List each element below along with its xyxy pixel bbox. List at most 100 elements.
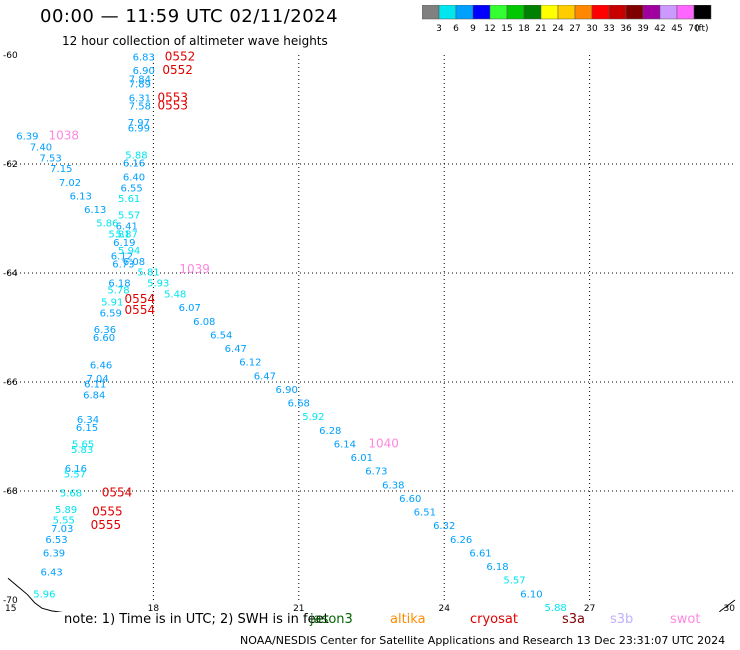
wave-height-value: 6.18 <box>108 279 130 290</box>
wave-height-value: 5.61 <box>118 194 140 205</box>
color-scale-legend: 3 6 9 12 15 18 21 24 27 30 33 36 39 42 45 70(ft) <box>422 5 712 33</box>
wave-height-value: 5.55 <box>53 516 75 527</box>
wave-height-value: 5.87 <box>116 230 138 241</box>
wave-height-value: 6.14 <box>334 439 356 450</box>
y-tick-label: -70 <box>3 596 18 606</box>
wave-height-value: 6.41 <box>116 221 138 232</box>
wave-height-value: 5.78 <box>107 286 129 297</box>
pass-time-label: 1040 <box>368 436 399 450</box>
legend-s3b: s3b <box>610 612 634 627</box>
colorbar-label: 45 <box>671 24 682 33</box>
wave-height-value: 7.03 <box>51 524 73 535</box>
legend-cryosat: cryosat <box>470 612 518 627</box>
wave-height-value: 7.04 <box>87 374 109 385</box>
wave-height-value: 6.19 <box>113 238 135 249</box>
wave-height-value: 6.40 <box>123 172 145 183</box>
pass-time-label: 1038 <box>48 128 79 142</box>
y-tick-label: -64 <box>3 269 18 279</box>
wave-height-value: 6.16 <box>65 464 87 475</box>
wave-height-value: 6.73 <box>365 467 387 478</box>
wave-height-value: 5.92 <box>302 412 324 423</box>
wave-height-value: 6.28 <box>319 426 341 437</box>
wave-height-value: 5.81 <box>137 268 159 279</box>
wave-height-value: 5.57 <box>64 469 86 480</box>
wave-height-value: 6.15 <box>76 423 98 434</box>
wave-height-value: 6.18 <box>486 562 508 573</box>
wave-height-value: 5.86 <box>96 219 118 230</box>
wave-height-value: 6.16 <box>123 159 145 170</box>
colorbar-label: 39 <box>637 24 649 33</box>
wave-height-value: 6.90 <box>133 66 155 77</box>
colorbar-label: 21 <box>535 24 546 33</box>
wave-height-value: 5.88 <box>545 603 567 612</box>
page-title: 00:00 — 11:59 UTC 02/11/2024 <box>40 6 339 27</box>
colorbar-label: 12 <box>484 24 495 33</box>
x-tick-label: 24 <box>438 604 450 612</box>
legend-s3a: s3a <box>562 612 586 627</box>
pass-time-label: 1039 <box>179 262 210 276</box>
wave-height-value: 5.96 <box>33 589 55 600</box>
pass-time-label: 0554 <box>102 485 133 499</box>
wave-height-value: 7.40 <box>30 142 52 153</box>
wave-height-value: 6.60 <box>399 494 421 505</box>
wave-height-value: 6.59 <box>100 309 122 320</box>
pass-time-label: 0553 <box>158 90 189 104</box>
x-tick-label: 30 <box>724 604 736 612</box>
x-tick-label: 15 <box>5 604 16 612</box>
wave-height-value: 5.91 <box>101 298 123 309</box>
wave-height-value: 6.51 <box>414 508 436 519</box>
wave-height-value: 7.97 <box>128 118 150 129</box>
wave-height-value: 6.61 <box>469 548 491 559</box>
colorbar-label: 18 <box>518 24 530 33</box>
wave-height-value: 6.32 <box>433 521 455 532</box>
wave-height-value: 5.94 <box>118 246 140 257</box>
wave-height-value: 5.65 <box>72 439 94 450</box>
pass-time-label: 0555 <box>91 518 122 532</box>
pass-time-label: 0552 <box>165 49 196 63</box>
wave-height-value: 6.90 <box>276 385 298 396</box>
legend-swot: swot <box>670 612 701 627</box>
wave-height-value: 6.12 <box>239 358 261 369</box>
colorbar-label: 6 <box>453 24 459 33</box>
colorbar-swatch <box>693 5 712 20</box>
wave-height-value: 5.57 <box>503 576 525 587</box>
page-subtitle: 12 hour collection of altimeter wave hei… <box>62 34 328 48</box>
wave-height-value: 6.13 <box>84 205 106 216</box>
x-tick-label: 21 <box>293 604 304 612</box>
footnote: note: 1) Time is in UTC; 2) SWH is in fe… <box>64 612 329 627</box>
y-tick-label: -66 <box>3 378 18 388</box>
y-tick-label: -60 <box>3 51 18 61</box>
wave-height-value: 5.89 <box>55 505 77 516</box>
wave-height-value: 6.26 <box>450 535 472 546</box>
colorbar-label: 15 <box>501 24 512 33</box>
wave-height-value: 6.34 <box>77 415 99 426</box>
y-tick-label: -62 <box>3 160 18 170</box>
wave-height-value: 6.08 <box>123 257 145 268</box>
wave-height-value: 6.07 <box>179 303 201 314</box>
wave-height-value: 7.58 <box>129 102 151 113</box>
wave-height-value: 5.81 <box>108 230 130 241</box>
wave-height-value: 6.84 <box>83 390 105 401</box>
wave-height-value: 6.10 <box>520 589 542 600</box>
wave-height-value: 6.08 <box>193 317 215 328</box>
wave-height-value: 7.02 <box>59 178 81 189</box>
colorbar-label: 33 <box>603 24 614 33</box>
colorbar-label: 30 <box>586 24 598 33</box>
wave-height-value: 5.93 <box>147 279 169 290</box>
colorbar-label: 70 <box>688 24 700 33</box>
x-tick-label: 18 <box>148 604 160 612</box>
colorbar-label: 24 <box>552 24 564 33</box>
wave-height-value: 6.13 <box>70 191 92 202</box>
wave-height-value: 6.60 <box>93 333 115 344</box>
y-tick-label: -68 <box>3 487 18 497</box>
pass-time-label: 0552 <box>162 63 193 77</box>
wave-height-value: 6.47 <box>254 371 276 382</box>
wave-height-value: 6.99 <box>128 123 150 134</box>
wave-height-value: 6.54 <box>210 330 232 341</box>
wave-height-value: 6.11 <box>84 379 106 390</box>
wave-height-value: 5.88 <box>125 151 147 162</box>
pass-time-label: 0555 <box>92 505 123 519</box>
colorbar-label: 27 <box>569 24 580 33</box>
wave-height-value: 6.46 <box>90 360 112 371</box>
